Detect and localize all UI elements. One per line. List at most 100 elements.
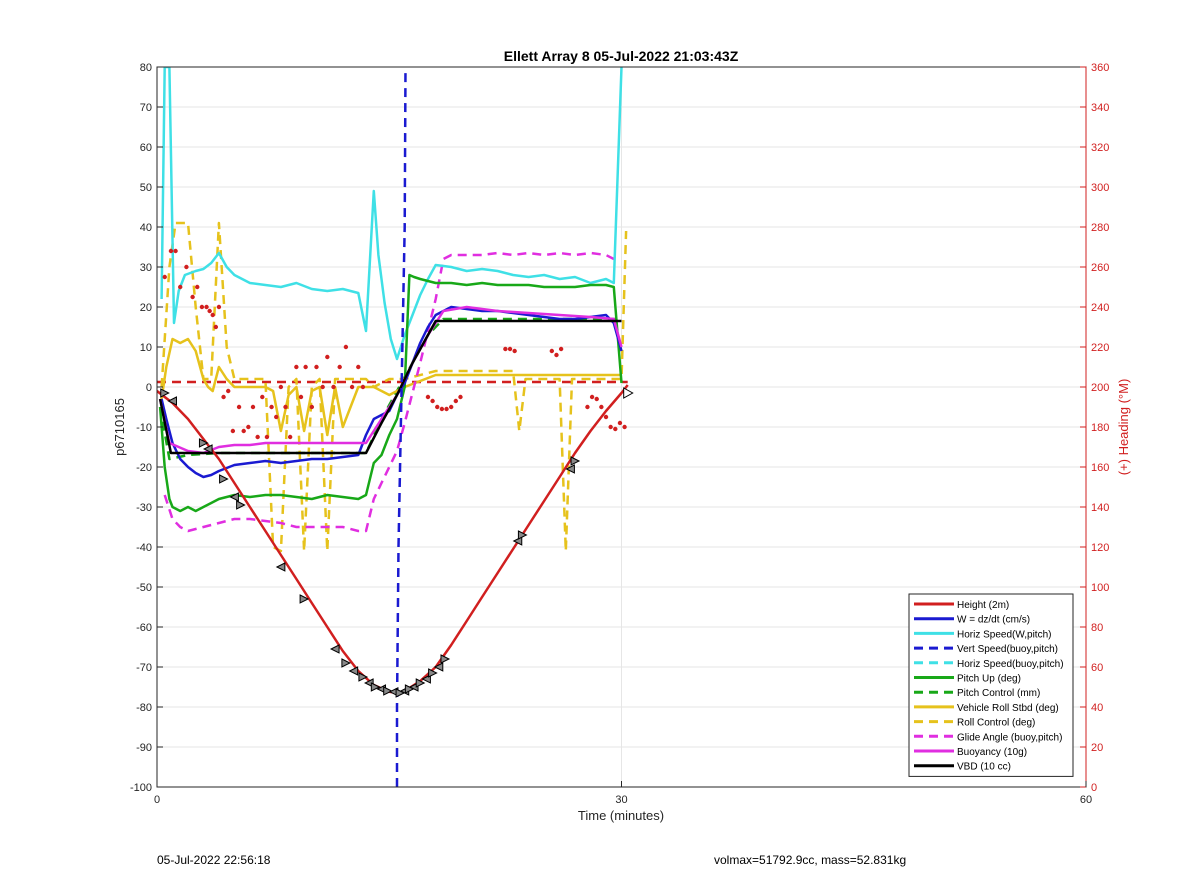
chart-title: Ellett Array 8 05-Jul-2022 21:03:43Z bbox=[504, 48, 739, 64]
heading-point bbox=[585, 404, 590, 410]
heading-point bbox=[216, 304, 222, 310]
series-line-w-dz-dt-cm-s bbox=[160, 305, 623, 479]
legend-box bbox=[908, 593, 1074, 777]
height-marker bbox=[341, 658, 352, 668]
plot-series bbox=[157, 67, 634, 787]
y2-tick-label: 80 bbox=[1091, 622, 1103, 634]
heading-point bbox=[435, 404, 440, 410]
heading-point bbox=[269, 404, 274, 410]
series-line-horiz-speed-w-pitch bbox=[160, 67, 623, 361]
height-marker bbox=[160, 388, 170, 398]
height-marker bbox=[167, 396, 177, 406]
y-tick-label: -80 bbox=[136, 702, 152, 714]
height-marker bbox=[329, 644, 340, 654]
heading-point bbox=[195, 284, 200, 290]
heading-point bbox=[246, 424, 251, 430]
height-marker bbox=[570, 456, 581, 466]
heading-point bbox=[444, 406, 449, 412]
y2-tick-label: 260 bbox=[1091, 262, 1109, 274]
footer-timestamp: 05-Jul-2022 22:56:18 bbox=[157, 853, 271, 867]
y2-tick-label: 320 bbox=[1091, 142, 1109, 154]
heading-point bbox=[287, 434, 293, 440]
y-axis: -100-90-80-70-60-50-40-30-20-10010203040… bbox=[130, 62, 163, 794]
y2-tick-label: 140 bbox=[1091, 502, 1109, 514]
heading-point bbox=[278, 384, 284, 390]
legend-label: Vehicle Roll Stbd (deg) bbox=[957, 703, 1059, 714]
y2-tick-label: 240 bbox=[1091, 302, 1109, 314]
legend-label: Horiz Speed(buoy,pitch) bbox=[957, 659, 1064, 670]
y-tick-label: -100 bbox=[130, 782, 152, 794]
height-marker bbox=[236, 500, 246, 510]
heading-point bbox=[274, 414, 279, 420]
y-tick-label: 50 bbox=[140, 182, 152, 194]
height-marker bbox=[370, 682, 381, 692]
y2-tick-label: 20 bbox=[1091, 742, 1103, 754]
heading-point bbox=[230, 428, 236, 434]
y-tick-label: 10 bbox=[140, 342, 152, 354]
y-tick-label: -50 bbox=[136, 582, 152, 594]
heading-point bbox=[503, 346, 508, 352]
heading-point bbox=[241, 428, 246, 434]
y-tick-label: -10 bbox=[136, 422, 152, 434]
x-axis-label: Time (minutes) bbox=[578, 808, 664, 823]
heading-point bbox=[549, 348, 555, 354]
x-tick-label: 60 bbox=[1080, 794, 1092, 806]
y2-tick-label: 100 bbox=[1091, 582, 1109, 594]
y-tick-label: 0 bbox=[146, 382, 152, 394]
heading-point bbox=[608, 424, 613, 430]
heading-point bbox=[448, 404, 454, 410]
y2-tick-label: 180 bbox=[1091, 422, 1109, 434]
heading-point bbox=[207, 308, 212, 314]
heading-point bbox=[226, 388, 231, 394]
y2-tick-label: 340 bbox=[1091, 102, 1109, 114]
heading-point bbox=[349, 384, 355, 390]
series-line-vert-speed-buoy-pitch bbox=[395, 67, 407, 787]
y2-tick-label: 360 bbox=[1091, 62, 1109, 74]
legend-label: Buoyancy (10g) bbox=[957, 747, 1027, 758]
y-tick-label: 70 bbox=[140, 102, 152, 114]
y-tick-label: 30 bbox=[140, 262, 152, 274]
heading-point bbox=[213, 324, 219, 330]
heading-point bbox=[337, 364, 342, 370]
heading-point bbox=[264, 434, 270, 440]
y-tick-label: -20 bbox=[136, 462, 152, 474]
y-tick-label: 60 bbox=[140, 142, 152, 154]
heading-point bbox=[622, 424, 627, 430]
height-marker bbox=[517, 530, 528, 540]
heading-point bbox=[210, 312, 215, 318]
heading-point bbox=[309, 404, 315, 410]
series-line-roll-control-deg bbox=[160, 221, 628, 553]
x-axis: 0 30 60 bbox=[154, 781, 1092, 806]
height-marker bbox=[229, 492, 239, 502]
heading-point bbox=[617, 420, 623, 426]
legend: Height (2m) W = dz/dt (cm/s) Horiz Speed(W… bbox=[908, 593, 1074, 777]
height-marker bbox=[358, 672, 369, 682]
series-line-vehicle-roll-stbd-deg bbox=[160, 337, 622, 437]
height-marker bbox=[198, 438, 209, 448]
legend-label: Pitch Control (mm) bbox=[957, 688, 1040, 699]
heading-point bbox=[439, 406, 445, 412]
y2-tick-label: 280 bbox=[1091, 222, 1109, 234]
heading-point bbox=[283, 404, 288, 410]
x-tick-label: 0 bbox=[154, 794, 160, 806]
heading-point bbox=[558, 346, 564, 352]
plot-clipped bbox=[157, 67, 634, 787]
heading-point bbox=[236, 404, 242, 410]
legend-label: VBD (10 cc) bbox=[957, 762, 1011, 773]
heading-point bbox=[458, 394, 463, 400]
legend-label: W = dz/dt (cm/s) bbox=[957, 615, 1030, 626]
footer-summary: volmax=51792.9cc, mass=52.831kg bbox=[714, 853, 907, 867]
height-marker bbox=[348, 666, 359, 676]
heading-point bbox=[255, 434, 260, 440]
y-tick-label: 80 bbox=[140, 62, 152, 74]
heading-point bbox=[343, 344, 349, 350]
y-tick-label: -90 bbox=[136, 742, 152, 754]
legend-label: Glide Angle (buoy,pitch) bbox=[957, 732, 1062, 743]
heading-point bbox=[603, 414, 609, 420]
y2-tick-label: 60 bbox=[1091, 662, 1103, 674]
y-tick-label: -40 bbox=[136, 542, 152, 554]
height-marker bbox=[565, 464, 575, 474]
height-marker bbox=[512, 536, 523, 546]
legend-label: Horiz Speed(W,pitch) bbox=[957, 629, 1051, 640]
